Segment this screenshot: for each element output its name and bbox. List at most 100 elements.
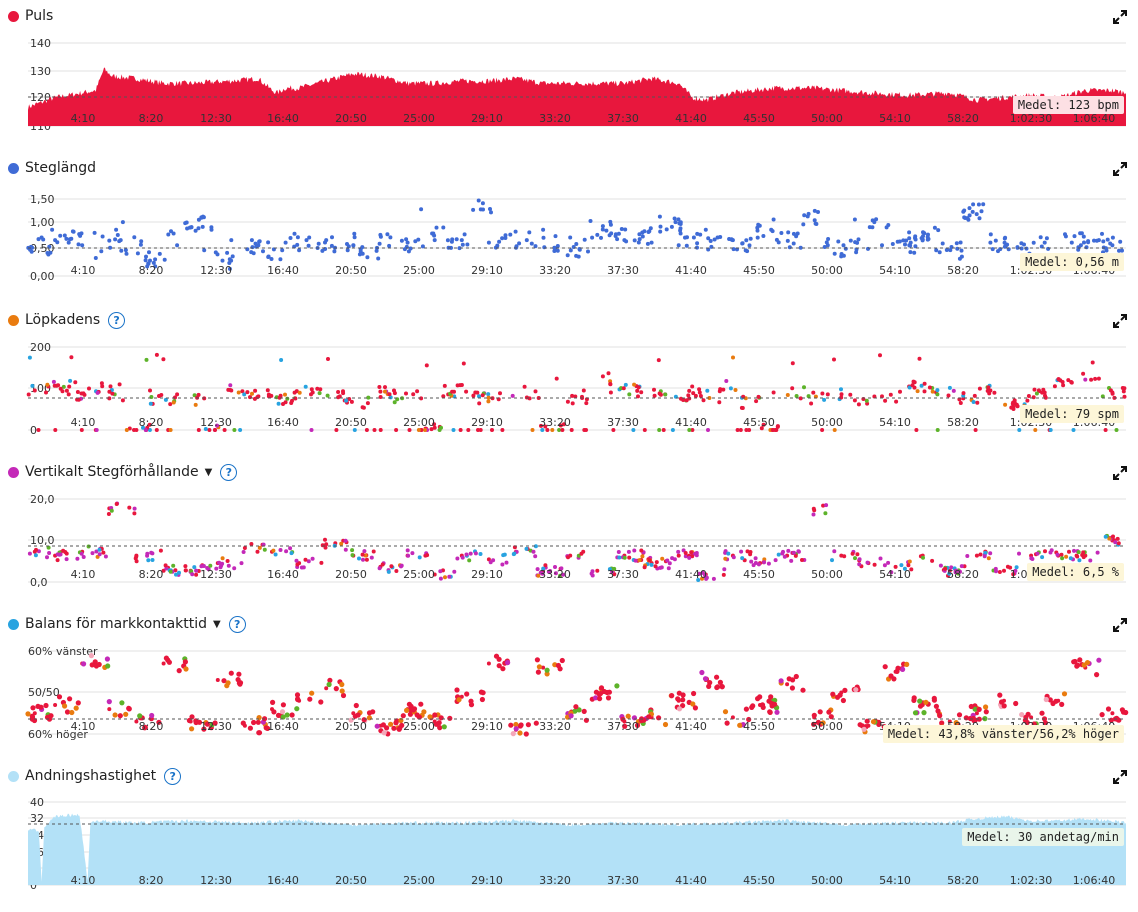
data-point: [748, 552, 753, 557]
data-point: [761, 422, 766, 427]
data-point: [144, 254, 148, 259]
data-point: [597, 696, 603, 702]
data-point: [636, 385, 641, 390]
data-point: [695, 241, 700, 246]
data-point: [976, 202, 981, 207]
expand-icon[interactable]: [1112, 769, 1128, 785]
data-point: [740, 406, 745, 410]
data-point: [935, 392, 940, 397]
data-point: [790, 361, 795, 366]
y-tick-label: 200: [30, 341, 51, 354]
x-tick-label: 50:00: [811, 568, 843, 581]
x-tick-label: 12:30: [200, 264, 232, 277]
data-point: [1022, 242, 1026, 247]
data-point: [295, 562, 300, 567]
data-point: [1040, 555, 1045, 560]
data-point: [193, 718, 199, 724]
x-tick-label: 4:10: [71, 874, 96, 887]
data-point: [36, 237, 41, 242]
data-point: [561, 572, 566, 577]
data-point: [232, 428, 237, 432]
data-point: [798, 245, 803, 250]
data-point: [839, 392, 844, 397]
data-point: [714, 674, 720, 680]
data-point: [958, 401, 963, 405]
data-point: [481, 207, 485, 212]
data-point: [832, 357, 836, 362]
expand-icon[interactable]: [1112, 161, 1128, 177]
data-point: [800, 558, 804, 562]
data-point: [256, 730, 262, 736]
data-point: [388, 235, 393, 240]
data-point: [34, 547, 38, 552]
data-point: [467, 558, 472, 563]
expand-icon[interactable]: [1112, 313, 1128, 329]
data-point: [678, 231, 683, 236]
help-icon[interactable]: ?: [220, 463, 238, 481]
data-point: [194, 568, 199, 573]
data-point: [1056, 377, 1061, 382]
data-point: [824, 240, 829, 245]
data-point: [171, 231, 176, 236]
data-point: [60, 389, 65, 394]
data-point: [830, 558, 834, 563]
expand-icon[interactable]: [1112, 617, 1128, 633]
data-point: [907, 230, 912, 235]
x-tick-label: 4:10: [71, 264, 96, 277]
data-point: [227, 257, 232, 262]
data-point: [711, 576, 716, 581]
data-point: [726, 551, 731, 556]
data-point: [436, 720, 442, 726]
data-point: [815, 719, 822, 725]
data-point: [624, 239, 629, 244]
data-point: [683, 235, 687, 240]
data-point: [386, 569, 391, 574]
panel-title: Puls: [8, 6, 53, 26]
data-point: [569, 428, 574, 432]
legend-dot: [8, 314, 19, 326]
data-point: [828, 714, 834, 720]
data-point: [1100, 231, 1104, 236]
data-point: [143, 428, 148, 432]
dropdown-caret-icon[interactable]: ▼: [204, 466, 213, 478]
data-point: [839, 387, 843, 392]
help-icon[interactable]: ?: [228, 615, 246, 633]
help-icon[interactable]: ?: [164, 767, 182, 785]
data-point: [236, 390, 241, 395]
data-point: [640, 234, 645, 239]
data-point: [886, 560, 891, 565]
data-point: [47, 551, 52, 555]
data-point: [134, 719, 139, 724]
data-point: [649, 240, 654, 245]
data-point: [62, 703, 68, 709]
data-point: [695, 231, 700, 236]
x-tick-label: 54:10: [879, 874, 911, 887]
data-point: [488, 207, 492, 211]
data-point: [228, 670, 234, 676]
data-point: [221, 678, 227, 684]
data-point: [608, 390, 613, 395]
data-point: [691, 235, 696, 240]
data-point: [731, 355, 735, 360]
data-point: [981, 202, 986, 207]
data-point: [250, 391, 254, 396]
data-point: [546, 569, 551, 574]
data-point: [471, 393, 476, 398]
data-point: [753, 556, 758, 561]
data-point: [690, 701, 696, 707]
data-point: [418, 701, 424, 707]
x-tick-label: 16:40: [267, 568, 299, 581]
data-point: [921, 234, 925, 239]
data-point: [690, 554, 695, 559]
expand-icon[interactable]: [1112, 9, 1128, 25]
data-point: [988, 551, 993, 556]
data-point: [883, 398, 888, 403]
data-point: [317, 391, 322, 396]
data-point: [837, 692, 843, 698]
data-point: [113, 237, 118, 242]
data-point: [151, 260, 156, 265]
help-icon[interactable]: ?: [108, 311, 126, 329]
expand-icon[interactable]: [1112, 465, 1128, 481]
data-point: [1096, 376, 1101, 381]
dropdown-caret-icon[interactable]: ▼: [213, 618, 221, 630]
